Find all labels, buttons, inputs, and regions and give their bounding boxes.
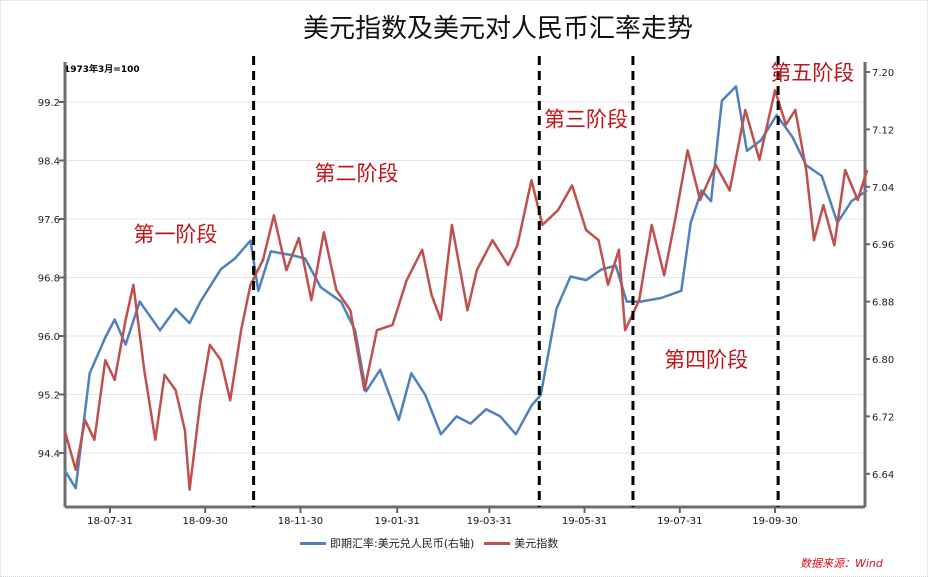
series-line-dollar-index xyxy=(63,89,869,491)
x-tick-label: 19-07-31 xyxy=(657,516,702,527)
x-tick-label: 19-05-31 xyxy=(562,516,607,527)
series-line-usdcny xyxy=(63,85,868,490)
right-tick-label: 6.80 xyxy=(872,355,894,366)
chart-title: 美元指数及美元对人民币汇率走势 xyxy=(302,14,693,44)
right-tick-label: 6.96 xyxy=(872,240,894,251)
phase-label: 第二阶段 xyxy=(314,161,398,185)
phase-label: 第三阶段 xyxy=(544,108,628,132)
left-tick-label: 96.0 xyxy=(38,332,60,343)
left-tick-label: 99.2 xyxy=(38,98,60,109)
right-tick-label: 7.04 xyxy=(872,183,894,194)
legend-swatch-dxy xyxy=(484,541,511,545)
right-tick-label: 7.12 xyxy=(872,125,894,136)
phase-label: 第一阶段 xyxy=(133,222,217,246)
x-tick-label: 19-01-31 xyxy=(375,516,420,527)
legend: 即期汇率:美元兑人民币(右轴) 美元指数 xyxy=(300,535,558,551)
base-note: 1973年3月=100 xyxy=(64,65,140,75)
legend-swatch-usdcny xyxy=(300,541,326,545)
legend-label-usdcny: 即期汇率:美元兑人民币(右轴) xyxy=(330,537,475,550)
legend-label-dxy: 美元指数 xyxy=(514,537,559,550)
x-tick-label: 18-07-31 xyxy=(87,516,132,527)
phase-label: 第四阶段 xyxy=(664,348,748,372)
phase-label: 第五阶段 xyxy=(770,61,854,85)
left-tick-label: 98.4 xyxy=(38,157,60,168)
data-source: 数据来源：Wind xyxy=(800,557,883,570)
x-tick-label: 18-11-30 xyxy=(278,516,323,527)
right-tick-label: 6.72 xyxy=(872,412,894,423)
x-tick-label: 19-09-30 xyxy=(752,516,797,527)
left-tick-label: 96.8 xyxy=(38,274,60,285)
right-tick-label: 7.20 xyxy=(872,68,894,79)
x-tick-label: 18-09-30 xyxy=(183,516,228,527)
right-tick-label: 6.64 xyxy=(872,470,894,481)
left-tick-label: 94.4 xyxy=(38,449,60,460)
right-tick-label: 6.88 xyxy=(872,298,894,309)
x-tick-label: 19-03-31 xyxy=(467,516,512,527)
left-tick-label: 95.2 xyxy=(38,391,60,402)
left-tick-label: 97.6 xyxy=(38,215,60,226)
